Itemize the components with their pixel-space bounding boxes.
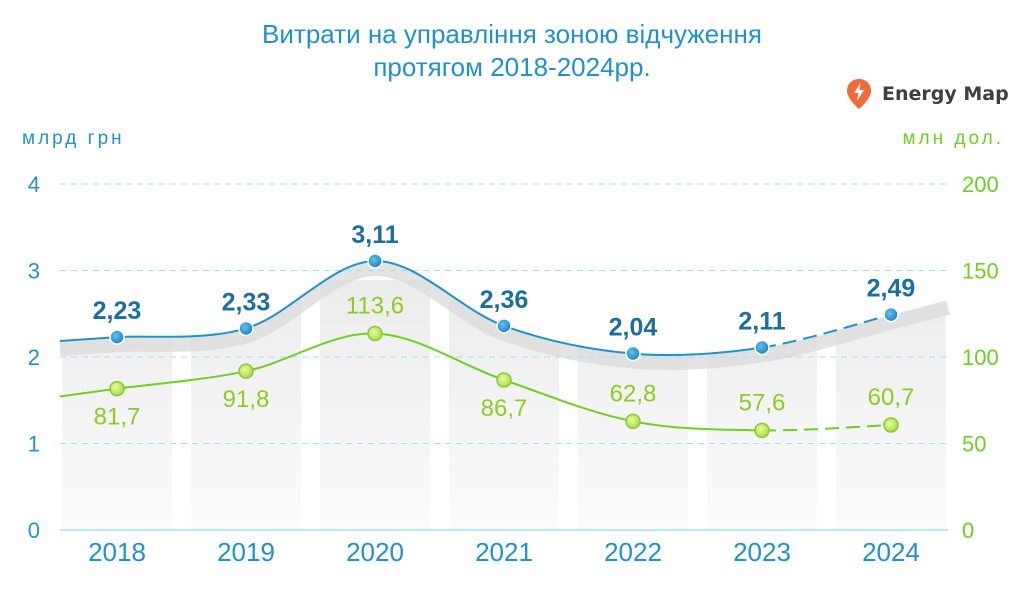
x-tick-label-2018: 2018: [88, 537, 146, 567]
left-tick-label: 4: [28, 172, 40, 197]
usd-point-2021: [496, 372, 512, 388]
chart-title-line-1: Витрати на управління зоною відчуження: [262, 19, 762, 49]
usd-value-label-2022: 62,8: [610, 380, 657, 407]
x-tick-label-2020: 2020: [346, 537, 404, 567]
uah-point-2021: [496, 318, 512, 334]
usd-point-2023: [754, 422, 770, 439]
usd-series-line-dashed: [761, 423, 892, 432]
uah-series-line-dashed: [761, 313, 892, 349]
uah-point-2023: [754, 339, 770, 356]
usd-value-label-2018: 81,7: [94, 404, 141, 431]
usd-value-label-2024: 60,7: [868, 384, 915, 411]
uah-value-label-2018: 2,23: [93, 297, 142, 325]
map-pin-lightning-icon: [847, 79, 871, 109]
uah-point-2020: [367, 253, 383, 269]
uah-point-2019: [238, 320, 254, 337]
uah-point-2022: [625, 345, 641, 362]
uah-value-label-2024: 2,49: [867, 275, 916, 303]
right-tick-label: 100: [962, 345, 999, 370]
x-tick-label-2023: 2023: [733, 537, 791, 567]
usd-point-2024: [883, 417, 899, 433]
uah-value-label-2021: 2,36: [480, 286, 529, 314]
x-tick-label-2022: 2022: [604, 537, 662, 567]
uah-value-label-2019: 2,33: [222, 288, 271, 316]
chart-title-line-2: протягом 2018-2024рр.: [373, 52, 651, 82]
left-tick-label: 0: [28, 518, 40, 543]
usd-value-label-2023: 57,6: [739, 389, 786, 416]
usd-value-label-2021: 86,7: [481, 395, 528, 422]
right-axis-unit: млн дол.: [902, 128, 1004, 149]
bg-mask-top-2: [60, 150, 948, 354]
chart-title: Витрати на управління зоною відчуження п…: [0, 18, 1024, 84]
right-tick-label: 200: [962, 172, 999, 197]
uah-point-2018: [109, 329, 125, 345]
left-tick-label: 1: [28, 432, 40, 457]
left-axis-unit: млрд грн: [22, 128, 125, 149]
uah-value-label-2023: 2,11: [738, 307, 785, 335]
bg-column-2020: [320, 280, 430, 530]
right-tick-label: 50: [962, 432, 986, 457]
x-tick-label-2019: 2019: [217, 537, 275, 567]
usd-point-2019: [238, 363, 254, 379]
x-tick-label-2021: 2021: [475, 537, 533, 567]
right-tick-label: 150: [962, 259, 999, 284]
usd-value-label-2020: 113,6: [346, 292, 404, 319]
left-tick-label: 3: [28, 259, 40, 284]
uah-value-label-2020: 3,11: [351, 221, 398, 249]
uah-point-2024: [883, 306, 899, 323]
left-tick-label: 2: [28, 345, 40, 370]
uah-value-label-2022: 2,04: [609, 314, 658, 342]
usd-value-label-2019: 91,8: [223, 386, 270, 413]
usd-point-2020: [367, 325, 383, 342]
brand-logo: Energy Map: [846, 78, 1009, 110]
usd-point-2018: [109, 380, 125, 397]
x-tick-label-2024: 2024: [862, 537, 920, 567]
curve-shadow: [59, 261, 950, 371]
brand-name: Energy Map: [882, 83, 1009, 105]
usd-point-2022: [625, 413, 641, 430]
right-tick-label: 0: [962, 518, 974, 543]
